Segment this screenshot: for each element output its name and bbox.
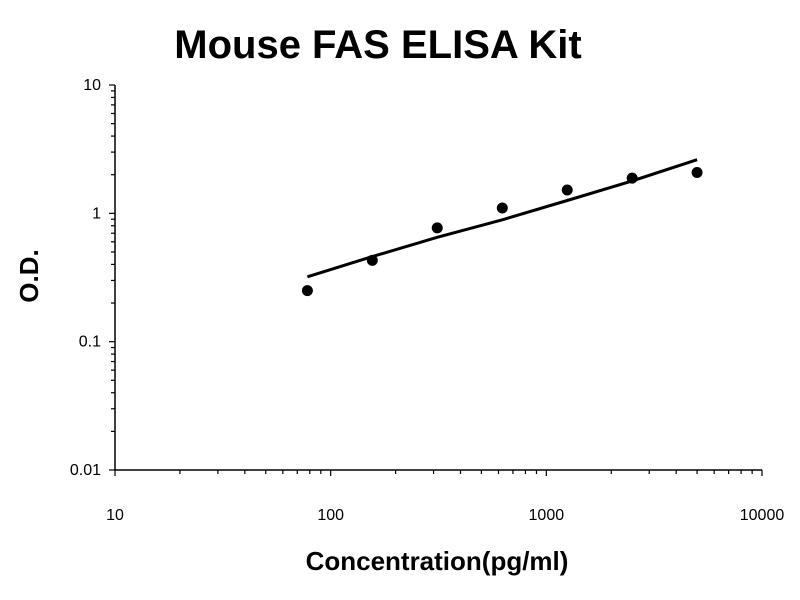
data-point: [301, 285, 313, 297]
data-point: [626, 172, 638, 184]
data-point: [561, 184, 573, 196]
chart-title: Mouse FAS ELISA Kit: [174, 23, 581, 67]
x-tick-label: 10000: [740, 507, 785, 524]
y-tick-label: 0.01: [70, 462, 101, 479]
fit-curve-layer: [306, 158, 698, 279]
y-tick-label: 0.1: [79, 334, 101, 351]
y-tick-label: 1: [92, 205, 101, 222]
fit-curve: [306, 158, 698, 279]
x-tick-label: 10: [106, 507, 124, 524]
y-tick-label: 10: [83, 77, 101, 94]
data-points-layer: [301, 167, 703, 297]
x-tick-label: 1000: [529, 507, 565, 524]
axes: 0.01 0.1 1 10 10 100 1000 10000: [70, 77, 784, 524]
y-axis-title: O.D.: [14, 249, 44, 302]
x-tick-label: 100: [317, 507, 344, 524]
data-point: [366, 254, 378, 266]
data-point: [496, 202, 508, 214]
data-point: [431, 222, 443, 234]
x-axis-title: Concentration(pg/ml): [306, 546, 569, 576]
data-point: [691, 167, 703, 179]
